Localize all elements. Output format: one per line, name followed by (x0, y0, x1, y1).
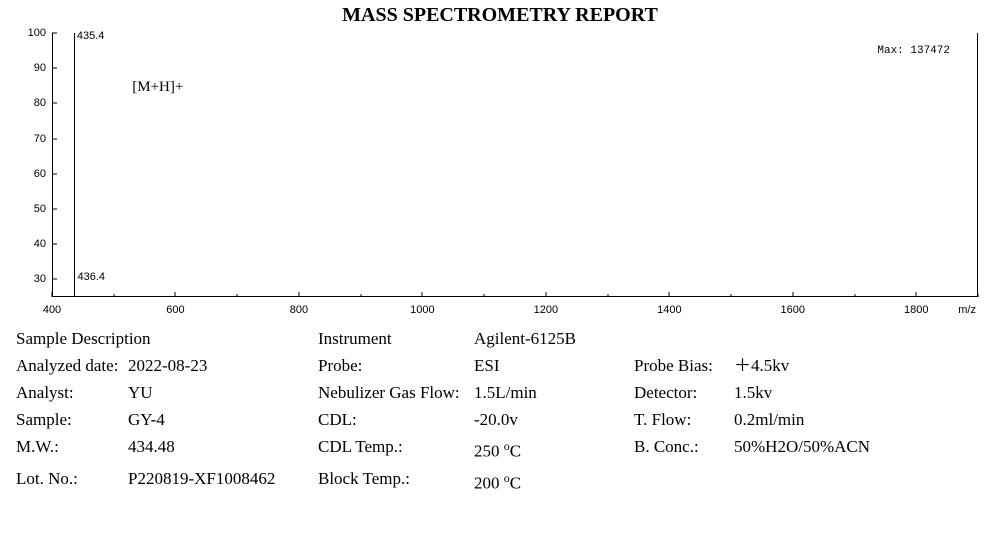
x-tick-label: 400 (43, 304, 61, 316)
x-tick-label: 1600 (781, 304, 805, 316)
y-tick-mark (52, 33, 57, 34)
meta-value: YU (128, 379, 318, 406)
y-tick-mark (52, 103, 57, 104)
y-tick-label: 60 (14, 168, 46, 180)
meta-label: Analyzed date: (16, 352, 128, 379)
meta-label: Lot. No.: (16, 465, 128, 497)
x-tick-mark (916, 292, 917, 297)
y-tick-mark (52, 173, 57, 174)
meta-label: Analyst: (16, 379, 128, 406)
meta-label: Detector: (634, 379, 734, 406)
x-tick-label: 1400 (657, 304, 681, 316)
meta-label: CDL Temp.: (318, 433, 474, 465)
x-minor-tick (854, 294, 855, 297)
plot-area (52, 33, 978, 297)
meta-label: Block Temp.: (318, 465, 474, 497)
meta-value: P220819-XF1008462 (128, 465, 318, 497)
y-tick-label: 100 (14, 27, 46, 39)
meta-label: Nebulizer Gas Flow: (318, 379, 474, 406)
x-axis-unit: m/z (958, 304, 976, 316)
y-tick-mark (52, 68, 57, 69)
spectrum-peak (74, 33, 75, 297)
meta-value: 2022-08-23 (128, 352, 318, 379)
x-tick-mark (792, 292, 793, 297)
meta-row: Analyst:YUNebulizer Gas Flow:1.5L/minDet… (16, 379, 984, 406)
x-minor-tick (731, 294, 732, 297)
meta-value: ESI (474, 352, 634, 379)
y-tick-label: 90 (14, 62, 46, 74)
meta-value (734, 465, 904, 497)
x-minor-tick (237, 294, 238, 297)
x-tick-mark (298, 292, 299, 297)
y-tick-label: 40 (14, 238, 46, 250)
meta-label (634, 465, 734, 497)
x-minor-tick (607, 294, 608, 297)
mass-spectrum-chart: Max: 137472 m/z 30 40 50 60 70 80 90 100 400 600 8… (14, 29, 986, 319)
x-tick-label: 1800 (904, 304, 928, 316)
meta-label: B. Conc.: (634, 433, 734, 465)
y-tick-label: 30 (14, 273, 46, 285)
meta-label: Sample: (16, 406, 128, 433)
meta-label: Instrument (318, 325, 474, 352)
y-tick-mark (52, 279, 57, 280)
x-tick-label: 600 (166, 304, 184, 316)
x-minor-tick (978, 294, 979, 297)
meta-value: 250 oC (474, 433, 634, 465)
x-tick-mark (669, 292, 670, 297)
meta-label (634, 325, 734, 352)
meta-label: Probe: (318, 352, 474, 379)
x-tick-label: 1200 (534, 304, 558, 316)
meta-value: Agilent-6125B (474, 325, 634, 352)
meta-row: Lot. No.:P220819-XF1008462Block Temp.:20… (16, 465, 984, 497)
x-tick-mark (175, 292, 176, 297)
x-tick-mark (545, 292, 546, 297)
meta-value: 200 oC (474, 465, 634, 497)
meta-value: -20.0v (474, 406, 634, 433)
max-intensity-label: Max: 137472 (877, 45, 950, 57)
meta-label: Probe Bias: (634, 352, 734, 379)
meta-row: Sample:GY-4CDL:-20.0vT. Flow:0.2ml/min (16, 406, 984, 433)
y-tick-mark (52, 138, 57, 139)
meta-value: 50%H2O/50%ACN (734, 433, 904, 465)
meta-label: T. Flow: (634, 406, 734, 433)
meta-label: CDL: (318, 406, 474, 433)
x-tick-mark (422, 292, 423, 297)
metadata-table: Sample DescriptionInstrumentAgilent-6125… (16, 325, 984, 496)
peak-label: 436.4 (77, 271, 105, 283)
ion-annotation: [M+H]+ (132, 79, 183, 96)
y-tick-label: 70 (14, 133, 46, 145)
x-minor-tick (113, 294, 114, 297)
spectrum-peak (74, 283, 75, 297)
meta-row: Analyzed date:2022-08-23Probe:ESIProbe B… (16, 352, 984, 379)
meta-value: 0.2ml/min (734, 406, 904, 433)
x-tick-label: 800 (290, 304, 308, 316)
meta-label: Sample Description (16, 325, 318, 352)
x-tick-label: 1000 (410, 304, 434, 316)
meta-value: ＋4.5kv (734, 352, 904, 379)
meta-label: M.W.: (16, 433, 128, 465)
meta-row: M.W.:434.48CDL Temp.:250 oCB. Conc.:50%H… (16, 433, 984, 465)
report-title: MASS SPECTROMETRY REPORT (0, 0, 1000, 29)
meta-value: 434.48 (128, 433, 318, 465)
y-tick-label: 80 (14, 97, 46, 109)
y-tick-label: 50 (14, 203, 46, 215)
x-minor-tick (484, 294, 485, 297)
meta-value (734, 325, 904, 352)
y-tick-mark (52, 209, 57, 210)
meta-value: GY-4 (128, 406, 318, 433)
meta-value: 1.5L/min (474, 379, 634, 406)
meta-row: Sample DescriptionInstrumentAgilent-6125… (16, 325, 984, 352)
peak-label: 435.4 (77, 30, 105, 42)
y-tick-mark (52, 244, 57, 245)
x-minor-tick (360, 294, 361, 297)
x-tick-mark (52, 292, 53, 297)
meta-value: 1.5kv (734, 379, 904, 406)
